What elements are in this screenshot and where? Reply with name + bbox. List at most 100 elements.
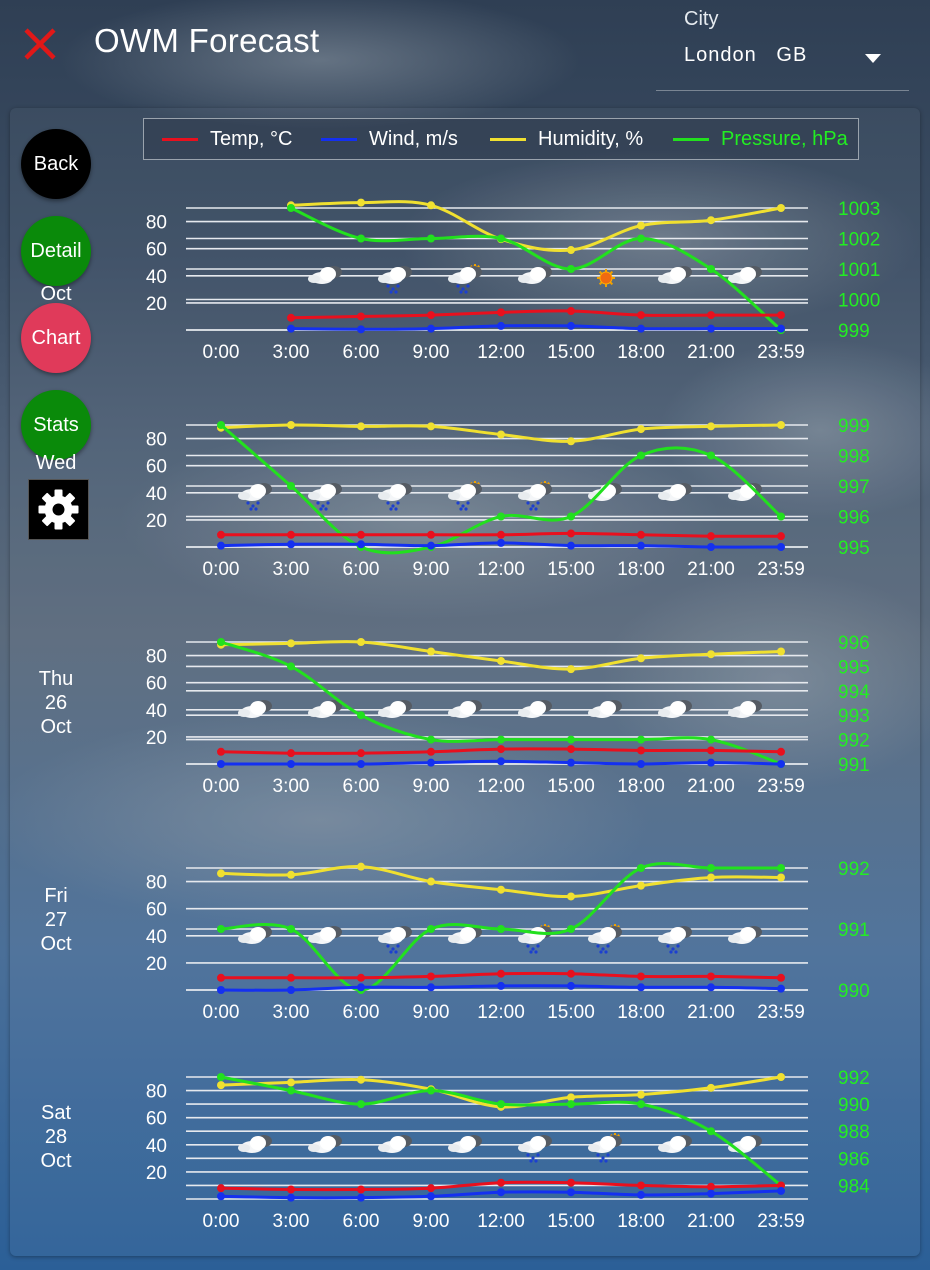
x-tick-label: 15:00 bbox=[547, 1002, 595, 1023]
back-button[interactable]: Back bbox=[21, 129, 91, 199]
data-point-humidity bbox=[567, 246, 575, 255]
data-point-pressure bbox=[777, 864, 785, 872]
cloud-part bbox=[728, 709, 740, 717]
data-point-temp bbox=[707, 532, 715, 541]
data-point-humidity bbox=[217, 1081, 225, 1090]
detail-button[interactable]: Detail bbox=[21, 216, 91, 286]
cloud-part bbox=[530, 484, 546, 498]
cloud-part bbox=[460, 701, 476, 715]
cloud-part bbox=[250, 701, 266, 715]
weather-icon-rain bbox=[658, 926, 692, 954]
y-tick-label: 20 bbox=[146, 511, 167, 532]
raindrop bbox=[394, 290, 398, 294]
weather-icon-cloudy bbox=[728, 700, 762, 718]
cloud-part bbox=[658, 1144, 670, 1152]
data-point-wind bbox=[637, 324, 645, 333]
x-tick-label: 21:00 bbox=[687, 342, 735, 363]
y2-tick-label: 992 bbox=[838, 1068, 870, 1089]
weather-icon-cloudy bbox=[448, 926, 482, 944]
weather-icon-cloudy bbox=[308, 926, 342, 944]
data-point-temp bbox=[497, 308, 505, 317]
data-point-temp bbox=[217, 973, 225, 982]
raindrop bbox=[396, 501, 400, 505]
raindrop bbox=[529, 1159, 533, 1163]
cloud-part bbox=[238, 935, 250, 943]
data-point-temp bbox=[637, 746, 645, 755]
data-point-temp bbox=[287, 973, 295, 982]
y-tick-label: 40 bbox=[146, 701, 167, 722]
day-label-5: Sat 28 Oct bbox=[16, 1101, 96, 1173]
data-point-temp bbox=[637, 311, 645, 320]
chart-button[interactable]: Chart bbox=[21, 303, 91, 373]
day-label-line: 28 bbox=[44, 1126, 68, 1148]
day-label-2: Wed bbox=[16, 451, 96, 475]
cloud-part bbox=[320, 484, 336, 498]
cloud-part bbox=[600, 927, 616, 941]
data-point-humidity bbox=[427, 422, 435, 431]
data-point-humidity bbox=[637, 221, 645, 230]
data-point-humidity bbox=[637, 425, 645, 434]
cloud-part bbox=[670, 701, 686, 715]
cloud-part bbox=[530, 1136, 546, 1150]
weather-icon-sun bbox=[597, 269, 615, 287]
settings-button[interactable] bbox=[28, 479, 89, 540]
raindrop bbox=[249, 507, 253, 511]
data-point-humidity bbox=[777, 421, 785, 429]
raindrop bbox=[321, 504, 325, 508]
x-tick-label: 6:00 bbox=[343, 559, 380, 580]
x-tick-label: 3:00 bbox=[273, 1211, 310, 1232]
weather-icon-rain-sun bbox=[448, 481, 482, 511]
city-dropdown[interactable]: London GB bbox=[656, 40, 909, 91]
raindrop bbox=[386, 284, 390, 288]
day-label-1: Oct bbox=[16, 282, 96, 306]
data-point-humidity bbox=[427, 647, 435, 656]
country-code: GB bbox=[776, 44, 808, 66]
raindrop bbox=[389, 290, 393, 294]
raindrop bbox=[459, 290, 463, 294]
data-point-humidity bbox=[567, 1093, 575, 1102]
cloud-part bbox=[448, 935, 460, 943]
legend-pressure[interactable]: Pressure, hPa bbox=[673, 119, 848, 159]
data-point-temp bbox=[357, 530, 365, 539]
data-point-wind bbox=[497, 538, 505, 547]
x-tick-label: 18:00 bbox=[617, 776, 665, 797]
y2-tick-label: 1002 bbox=[838, 230, 880, 251]
cloud-part bbox=[308, 935, 320, 943]
data-point-humidity bbox=[427, 877, 435, 886]
weather-icon-cloudy bbox=[308, 266, 342, 284]
x-tick-label: 15:00 bbox=[547, 776, 595, 797]
raindrop bbox=[459, 507, 463, 511]
raindrop bbox=[596, 944, 600, 948]
raindrop bbox=[464, 507, 468, 511]
day-label-line: 26 bbox=[44, 692, 68, 714]
legend-wind[interactable]: Wind, m/s bbox=[321, 119, 458, 159]
data-point-humidity bbox=[777, 1073, 785, 1081]
data-point-temp bbox=[287, 1185, 295, 1194]
data-point-wind bbox=[497, 981, 505, 990]
day-label-line: Fri bbox=[44, 885, 68, 907]
cloud-part bbox=[530, 701, 546, 715]
weather-icon-cloudy bbox=[308, 1135, 342, 1153]
data-point-temp bbox=[427, 972, 435, 981]
data-point-humidity bbox=[707, 1083, 715, 1092]
day-label-line: Thu bbox=[38, 668, 74, 690]
data-point-wind bbox=[287, 760, 295, 768]
legend-humidity[interactable]: Humidity, % bbox=[490, 119, 643, 159]
data-point-wind bbox=[637, 983, 645, 992]
cloud-part bbox=[588, 935, 600, 943]
x-tick-label: 6:00 bbox=[343, 776, 380, 797]
cloud-part bbox=[658, 275, 670, 283]
day-label-3: Thu 26 Oct bbox=[16, 667, 96, 739]
data-point-pressure bbox=[567, 735, 575, 744]
gear-icon bbox=[38, 489, 79, 530]
close-icon[interactable] bbox=[20, 24, 60, 64]
cloud-part bbox=[600, 1136, 616, 1150]
stats-button[interactable]: Stats bbox=[21, 390, 91, 460]
legend-temp[interactable]: Temp, °C bbox=[162, 119, 292, 159]
y2-tick-label: 988 bbox=[838, 1122, 870, 1143]
raindrop bbox=[529, 507, 533, 511]
data-point-pressure bbox=[637, 735, 645, 744]
data-point-pressure bbox=[567, 1100, 575, 1109]
x-tick-label: 0:00 bbox=[203, 776, 240, 797]
legend-label: Wind, m/s bbox=[369, 127, 458, 150]
